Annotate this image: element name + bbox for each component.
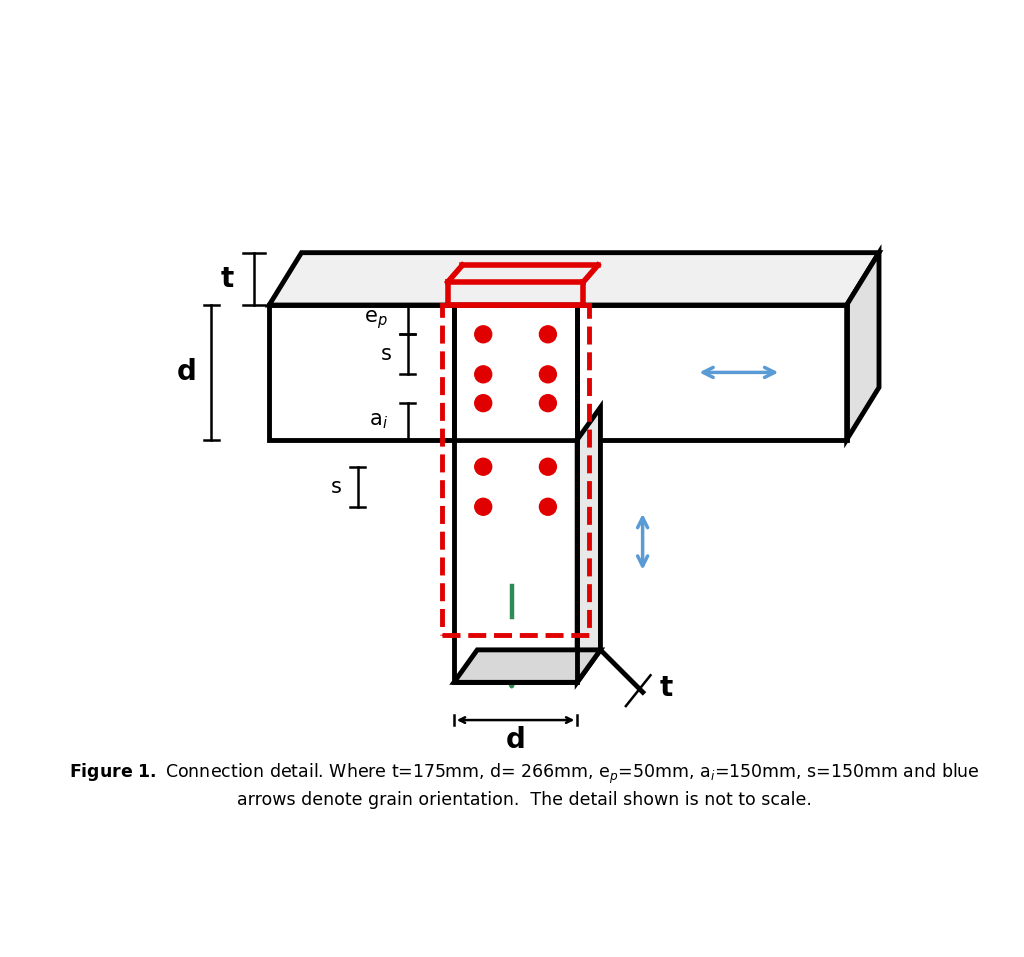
Polygon shape — [847, 253, 879, 440]
Circle shape — [475, 394, 492, 412]
Text: a$_i$: a$_i$ — [369, 412, 388, 432]
Circle shape — [475, 499, 492, 515]
Circle shape — [475, 366, 492, 383]
Text: e$_p$: e$_p$ — [364, 308, 387, 331]
Text: t: t — [659, 675, 673, 702]
Circle shape — [540, 325, 556, 343]
Circle shape — [540, 499, 556, 515]
Text: s: s — [331, 477, 342, 497]
Polygon shape — [269, 305, 847, 440]
Circle shape — [540, 366, 556, 383]
Text: s: s — [381, 345, 391, 365]
Circle shape — [540, 458, 556, 476]
Polygon shape — [457, 308, 574, 436]
Polygon shape — [454, 650, 600, 682]
Polygon shape — [578, 408, 600, 682]
Text: d: d — [506, 726, 525, 754]
Polygon shape — [454, 440, 578, 682]
Text: arrows denote grain orientation.  The detail shown is not to scale.: arrows denote grain orientation. The det… — [238, 791, 812, 810]
Text: t: t — [220, 265, 233, 293]
Circle shape — [475, 325, 492, 343]
Text: s: s — [510, 422, 521, 442]
Polygon shape — [269, 253, 879, 305]
Circle shape — [540, 394, 556, 412]
Text: F: F — [525, 632, 549, 664]
Text: s: s — [510, 363, 521, 383]
Text: d: d — [177, 359, 197, 387]
Text: $\mathbf{Figure\ 1.}$ Connection detail. Where t=175mm, d= 266mm, e$_p$=50mm, a$: $\mathbf{Figure\ 1.}$ Connection detail.… — [70, 763, 980, 787]
Circle shape — [475, 458, 492, 476]
